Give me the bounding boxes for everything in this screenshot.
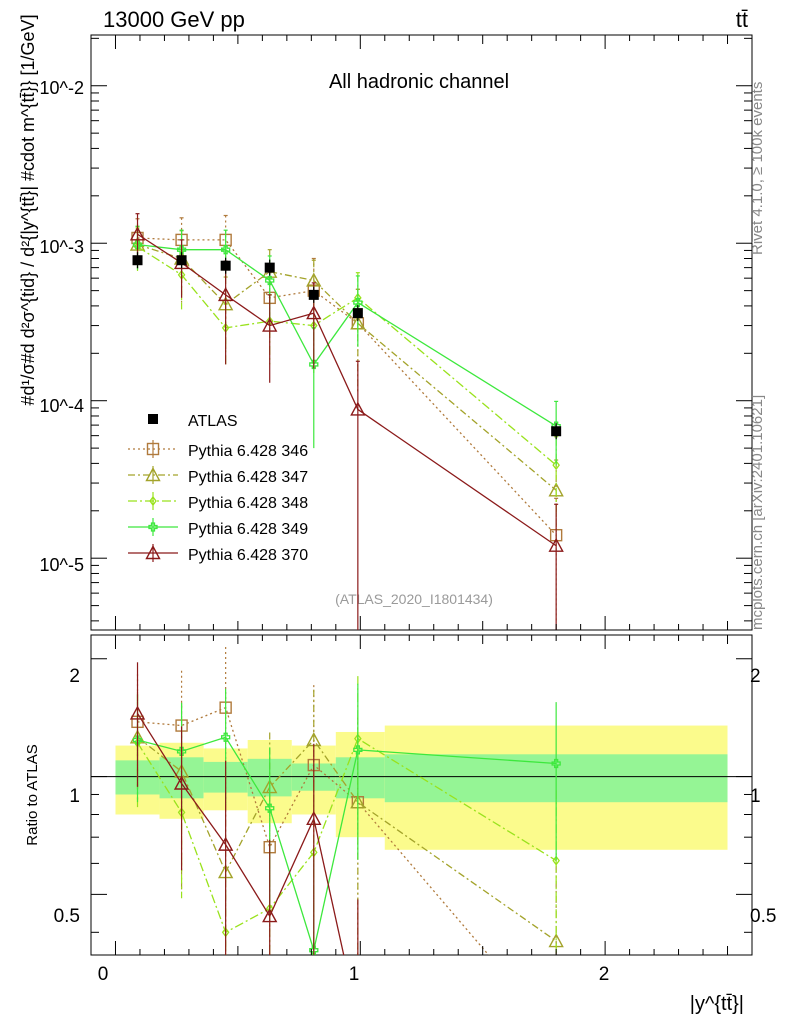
series-line — [137, 243, 557, 427]
analysis-watermark: (ATLAS_2020_I1801434) — [335, 591, 493, 607]
ratio-point — [220, 732, 231, 742]
ratio-point — [217, 836, 234, 851]
atlas-point — [352, 308, 363, 319]
data-point — [353, 297, 363, 308]
ratio-tick-label: 0.5 — [54, 906, 80, 927]
legend-marker — [148, 522, 158, 532]
legend-label: Pythia 6.428 349 — [188, 521, 308, 538]
legend-marker — [146, 442, 160, 456]
data-point — [552, 460, 560, 471]
data-point — [265, 275, 275, 286]
data-point — [262, 317, 278, 332]
ratio-point — [173, 775, 190, 790]
ratio-point — [353, 745, 363, 755]
main-frame — [90, 34, 753, 631]
atlas-point — [220, 260, 231, 271]
data-point — [220, 245, 231, 255]
y-axis-label: #d¹/σ#d d²σ^{tid} / d²{|y^{tt̄}| #cdot m… — [18, 14, 38, 405]
data-point — [350, 401, 366, 416]
ratio-plot-area — [91, 647, 752, 955]
y-tick-label: 10^-4 — [40, 396, 84, 416]
ratio-tick-label-right: 1 — [750, 786, 761, 807]
beam-label: 13000 GeV pp — [103, 7, 245, 32]
legend-marker — [145, 467, 161, 482]
ratio-point — [309, 945, 319, 955]
legend-marker-atlas — [148, 414, 158, 424]
ratio-point — [129, 705, 146, 720]
ratio-tick-label-right: 2 — [750, 666, 761, 687]
legend-label: Pythia 6.428 346 — [188, 443, 308, 460]
y-tick-label: 10^-2 — [40, 78, 84, 98]
ratio-tick-label-right: 0.5 — [750, 906, 776, 927]
data-point — [132, 239, 143, 250]
rivet-label: Rivet 4.1.0, ≥ 100k events — [749, 82, 766, 255]
legend-marker — [145, 545, 161, 560]
ratio-point — [552, 855, 560, 866]
x-tick-label: 0 — [98, 964, 109, 985]
atlas-point — [264, 262, 275, 273]
ratio-axis-label: Ratio to ATLAS — [24, 744, 41, 845]
x-tick-label: 1 — [349, 964, 360, 985]
legend-label: Pythia 6.428 347 — [188, 469, 308, 486]
atlas-point — [308, 289, 319, 300]
ratio-series-5 — [129, 662, 359, 955]
y-tick-label: 10^-5 — [40, 555, 84, 575]
atlas-point — [176, 255, 187, 266]
legend: ATLAS Pythia 6.428 346 Pythia 6.428 347 … — [128, 413, 308, 564]
ratio-point — [176, 746, 187, 756]
main-plot-area — [129, 213, 564, 630]
uncertainty-band-inner — [335, 757, 385, 799]
ratio-tick-label: 2 — [69, 666, 80, 687]
data-point — [548, 537, 564, 552]
data-point — [129, 226, 146, 241]
process-label: tt̄ — [736, 7, 748, 32]
series-line — [137, 246, 557, 466]
mcplots-label: mcplots.cern.ch [arXiv:2401.10621] — [749, 395, 766, 630]
ratio-point — [306, 810, 322, 825]
ratio-point — [262, 908, 278, 923]
ratio-point — [265, 803, 275, 813]
ratio-frame — [90, 634, 753, 956]
data-point — [306, 305, 322, 320]
atlas-point — [551, 426, 562, 437]
x-tick-label: 2 — [599, 964, 610, 985]
atlas-data — [132, 252, 562, 440]
x-axis-label: |y^{tt̄}| — [690, 993, 744, 1015]
ratio-tick-label: 1 — [69, 786, 80, 807]
ratio-point — [132, 735, 143, 745]
y-tick-label: 10^-3 — [40, 237, 84, 257]
legend-marker — [149, 495, 157, 507]
data-point — [309, 359, 319, 370]
chart-title: All hadronic channel — [329, 71, 509, 93]
data-point — [176, 245, 187, 255]
atlas-point — [132, 255, 143, 266]
legend-label: Pythia 6.428 370 — [188, 547, 308, 564]
legend-label: Pythia 6.428 348 — [188, 495, 308, 512]
legend-label: ATLAS — [188, 413, 238, 430]
ratio-point — [551, 758, 561, 769]
data-point — [217, 286, 234, 302]
